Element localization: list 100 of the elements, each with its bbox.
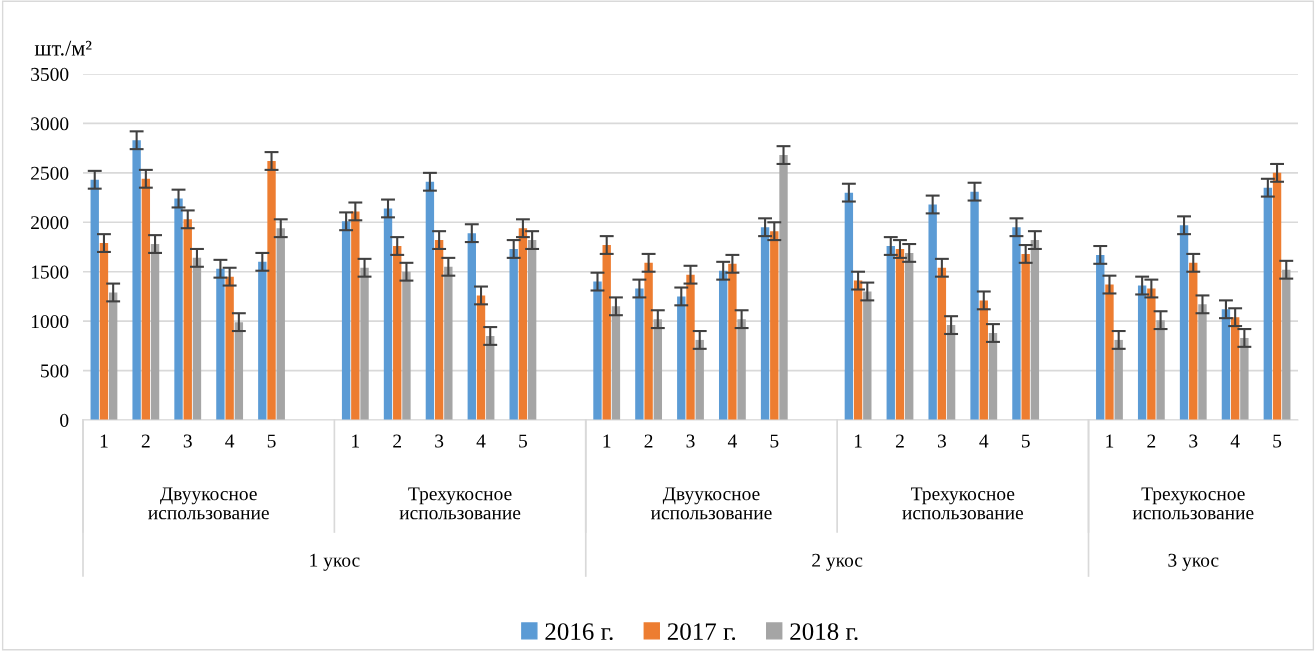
x-tick-label: 5 xyxy=(519,434,528,448)
x-tick-label: 1 xyxy=(352,434,360,448)
bar xyxy=(486,335,495,420)
bar xyxy=(234,322,244,420)
bar xyxy=(937,267,947,420)
bar xyxy=(258,261,267,420)
x-tick-label: 3 xyxy=(1189,434,1198,448)
bar xyxy=(1156,320,1165,420)
bar xyxy=(183,219,192,420)
bar xyxy=(1021,253,1030,420)
bar xyxy=(653,319,663,420)
bar xyxy=(844,192,854,420)
y-tick-label: 3000 xyxy=(31,117,69,131)
text: Трехукосное использование xyxy=(902,487,1024,520)
bar xyxy=(1263,187,1273,420)
bar xyxy=(1198,304,1207,420)
bar xyxy=(853,280,863,420)
x-tick-label: 5 xyxy=(1021,434,1030,448)
bar xyxy=(467,233,476,420)
bar xyxy=(728,263,737,420)
bar xyxy=(677,296,686,420)
bar xyxy=(988,333,998,420)
x-tick-label: 4 xyxy=(1230,434,1240,448)
bar xyxy=(267,160,276,420)
x-tick-label: 2 xyxy=(393,434,402,448)
bar xyxy=(593,281,602,420)
y-tick-label: 500 xyxy=(41,364,69,378)
bar xyxy=(1137,285,1147,420)
legend-label: 2016 г. xyxy=(545,623,613,641)
x-tick-label: 2 xyxy=(644,434,653,448)
bar xyxy=(895,248,905,420)
x-tick-label: 1 xyxy=(603,434,611,448)
bar xyxy=(425,181,435,420)
bar xyxy=(276,228,285,420)
x-tick-label: 3 xyxy=(937,434,946,448)
bar xyxy=(150,244,160,420)
bar xyxy=(99,243,109,420)
x-tick-label: 4 xyxy=(225,434,235,448)
text: 3 укос xyxy=(1168,553,1219,571)
bar xyxy=(737,319,746,420)
x-tick-label: 1 xyxy=(854,434,862,448)
bar xyxy=(174,198,183,420)
bar xyxy=(132,140,141,420)
bar xyxy=(141,178,151,420)
bar xyxy=(225,276,234,420)
bar xyxy=(1189,262,1198,420)
bar xyxy=(108,292,118,420)
y-tick-label: 0 xyxy=(60,413,69,427)
text: Двуукосное использование xyxy=(650,487,772,520)
bar xyxy=(863,291,872,420)
x-tick-label: 5 xyxy=(267,434,276,448)
bar xyxy=(1012,227,1021,420)
text: 1 укос xyxy=(310,553,360,571)
bar xyxy=(1105,284,1114,420)
text: Двуукосное использование xyxy=(148,487,269,520)
legend-label: 2017 г. xyxy=(667,623,736,641)
bar xyxy=(635,288,644,420)
bar xyxy=(1240,337,1249,420)
bar xyxy=(518,228,528,420)
x-tick-label: 2 xyxy=(1147,434,1156,448)
bar xyxy=(1114,339,1123,420)
bar xyxy=(216,268,225,420)
bar xyxy=(1221,309,1231,420)
x-tick-label: 4 xyxy=(727,434,737,448)
x-tick-label: 1 xyxy=(1106,434,1114,448)
bar xyxy=(979,300,988,420)
x-tick-label: 3 xyxy=(183,434,192,448)
bar xyxy=(444,266,453,420)
y-tick-label: 1500 xyxy=(31,265,69,279)
x-tick-label: 5 xyxy=(1273,434,1282,448)
x-tick-label: 3 xyxy=(435,434,444,448)
bar xyxy=(509,248,518,420)
bar xyxy=(351,211,360,420)
y-tick-label: 1000 xyxy=(31,314,69,329)
x-tick-label: 2 xyxy=(895,434,904,448)
bar xyxy=(1030,240,1040,420)
bar xyxy=(192,257,202,420)
bar xyxy=(527,240,537,420)
bar xyxy=(341,221,351,420)
bar xyxy=(360,267,369,420)
bar xyxy=(1179,225,1189,420)
x-tick-label: 4 xyxy=(979,434,989,448)
bar xyxy=(476,295,486,420)
text: 2 укос xyxy=(812,553,863,571)
bar xyxy=(760,227,770,420)
y-tick-label: 2500 xyxy=(31,166,69,180)
y-tick-label: 2000 xyxy=(31,216,69,230)
bar xyxy=(970,191,979,420)
y-axis-title: шт./м² xyxy=(34,40,92,56)
text: Трехукосное использование xyxy=(399,487,521,520)
bar xyxy=(611,306,621,420)
bar xyxy=(1282,269,1291,420)
legend-label: 2018 г. xyxy=(790,623,858,641)
bar xyxy=(905,252,914,420)
bar xyxy=(644,262,653,420)
y-tick-label: 3500 xyxy=(31,67,69,81)
bar xyxy=(1230,317,1240,420)
bar xyxy=(434,240,444,420)
x-tick-label: 4 xyxy=(476,434,486,448)
x-tick-label: 3 xyxy=(686,434,695,448)
